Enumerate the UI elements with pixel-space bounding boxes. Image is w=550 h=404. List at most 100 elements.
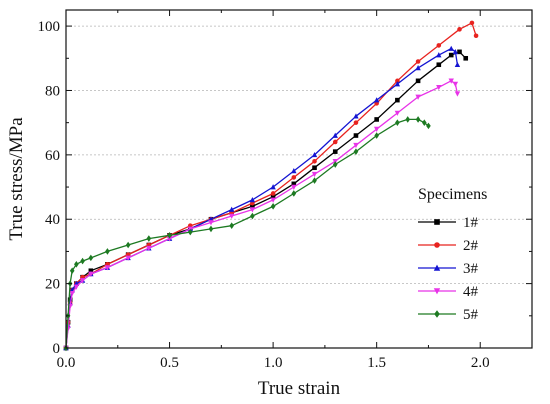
data-point — [312, 177, 317, 184]
data-point — [395, 119, 400, 126]
data-point — [125, 241, 131, 249]
legend-label: 2# — [463, 238, 479, 254]
data-point — [146, 245, 152, 252]
data-point — [395, 78, 400, 84]
data-point — [373, 97, 380, 103]
data-point — [454, 61, 461, 68]
series-curves — [63, 20, 479, 352]
data-point — [415, 94, 421, 100]
data-point — [312, 165, 317, 171]
series-1 — [63, 49, 469, 351]
y-tick-label: 60 — [45, 148, 60, 164]
series-line — [65, 118, 429, 349]
series-line — [65, 22, 477, 349]
data-point — [291, 190, 297, 197]
data-point — [167, 232, 172, 239]
data-point — [88, 254, 94, 262]
data-point — [353, 133, 359, 138]
data-point — [452, 48, 459, 55]
data-point — [249, 197, 256, 203]
series-5 — [63, 116, 431, 352]
data-point — [463, 55, 469, 61]
data-point — [332, 161, 338, 168]
data-point — [74, 261, 79, 268]
data-point — [405, 116, 411, 123]
data-point — [353, 113, 359, 119]
data-point — [291, 175, 297, 180]
x-tick-label: 1.0 — [264, 355, 283, 371]
data-point — [473, 33, 479, 39]
x-tick-label: 1.5 — [367, 355, 386, 371]
data-point — [394, 81, 401, 87]
data-point — [228, 206, 235, 212]
data-point — [88, 268, 94, 274]
data-point — [415, 78, 421, 84]
data-point — [332, 132, 338, 138]
x-tick-labels: 0.0 0.5 1.0 1.5 2.0 — [57, 355, 490, 371]
legend-label: 3# — [463, 261, 479, 277]
legend-swatch-marker — [434, 310, 440, 318]
x-tick-label: 0.5 — [160, 355, 179, 371]
data-point — [395, 97, 400, 103]
data-point — [332, 139, 338, 145]
y-axis-title: True stress/MPa — [6, 117, 27, 241]
data-point — [249, 207, 256, 213]
data-point — [228, 213, 235, 219]
data-point — [312, 158, 317, 164]
data-point — [125, 255, 131, 261]
data-point — [452, 81, 459, 87]
data-point — [448, 78, 454, 84]
data-point — [436, 84, 442, 91]
data-point — [270, 191, 276, 196]
data-point — [79, 278, 86, 284]
data-point — [353, 142, 359, 149]
data-point — [415, 65, 421, 71]
data-point — [422, 119, 427, 126]
data-point — [291, 181, 297, 187]
series-3 — [63, 45, 461, 351]
data-point — [457, 27, 462, 32]
data-point — [373, 126, 380, 133]
data-point — [270, 194, 276, 200]
data-point — [394, 110, 401, 116]
data-point — [426, 122, 431, 130]
data-point — [454, 91, 461, 97]
data-point — [457, 49, 462, 55]
data-point — [250, 204, 255, 209]
data-point — [374, 132, 379, 139]
data-point — [353, 120, 359, 125]
x-tick-label: 2.0 — [471, 355, 490, 371]
series-line — [65, 80, 459, 349]
y-tick-label: 20 — [45, 277, 60, 293]
data-point — [105, 248, 110, 255]
data-point — [146, 235, 152, 242]
x-tick-label: 0.0 — [57, 355, 76, 371]
data-point — [80, 257, 85, 265]
data-point — [88, 271, 94, 277]
data-point — [291, 184, 297, 190]
legend-label: 5# — [463, 307, 479, 323]
data-point — [69, 267, 75, 275]
data-point — [73, 284, 80, 290]
data-point — [374, 117, 379, 122]
data-point — [353, 148, 359, 155]
data-point — [208, 220, 214, 226]
y-tick-label: 80 — [45, 83, 60, 99]
y-tick-label: 40 — [45, 212, 60, 228]
y-tick-label: 0 — [53, 341, 61, 357]
series-line — [65, 51, 467, 349]
data-point — [208, 225, 214, 233]
legend-swatch-marker — [433, 288, 441, 295]
series-4 — [63, 78, 461, 351]
legend-swatch-marker — [434, 219, 440, 225]
data-point — [448, 45, 454, 51]
data-point — [448, 52, 454, 58]
legend-label: 1# — [463, 215, 479, 231]
data-point — [229, 222, 234, 229]
axis-ticks — [65, 10, 532, 349]
data-point — [436, 62, 442, 68]
data-point — [250, 212, 255, 220]
gridlines — [66, 25, 532, 285]
data-point — [166, 236, 173, 242]
